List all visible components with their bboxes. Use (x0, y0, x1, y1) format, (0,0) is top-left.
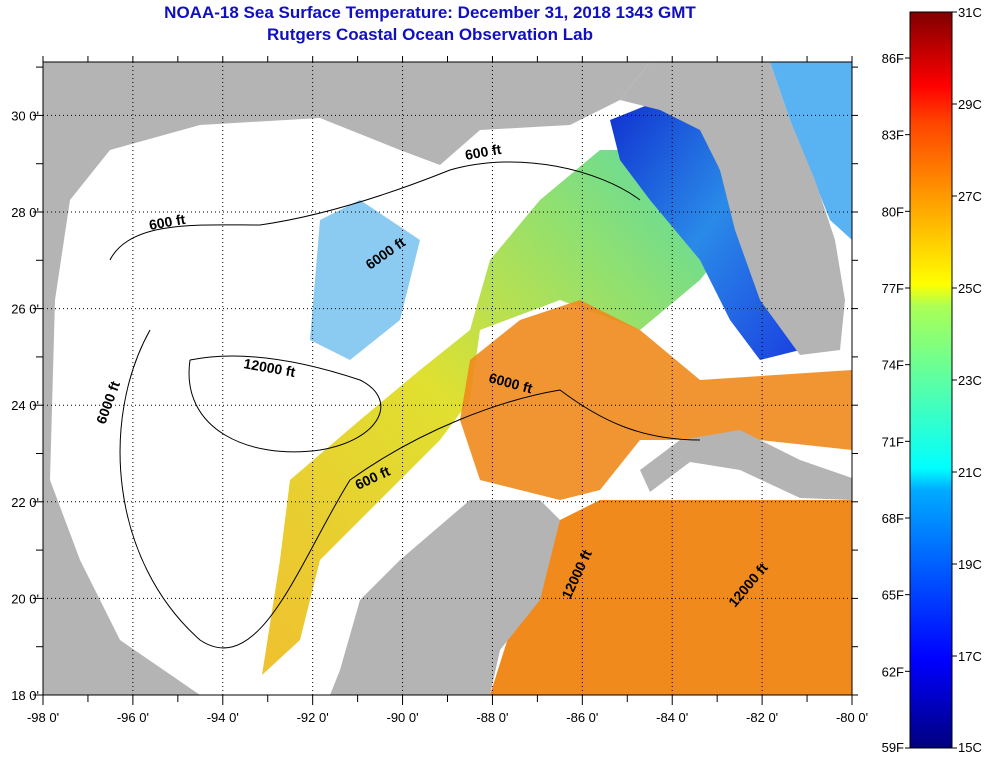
lat-label: 30 0' (11, 108, 39, 123)
celsius-label: 17C (958, 649, 982, 664)
map-title: NOAA-18 Sea Surface Temperature: Decembe… (164, 3, 696, 22)
lon-label: -94 0' (207, 710, 239, 725)
isobath-600ft (109, 161, 641, 261)
lon-label: -80 0' (836, 710, 868, 725)
fahrenheit-label: 59F (882, 740, 904, 755)
fahrenheit-label: 80F (882, 204, 904, 219)
celsius-label: 21C (958, 465, 982, 480)
isobath-12000ft (188, 355, 382, 453)
celsius-label: 15C (958, 740, 982, 755)
lat-label: 18 0' (11, 688, 39, 703)
yucatan-land (330, 500, 560, 695)
lon-label: -90 0' (386, 710, 418, 725)
fahrenheit-label: 71F (882, 434, 904, 449)
lon-label: -82 0' (746, 710, 778, 725)
lon-label: -84 0' (656, 710, 688, 725)
fahrenheit-label: 77F (882, 281, 904, 296)
sst-cold-shelf (610, 100, 800, 360)
cuba-land (640, 430, 852, 500)
lon-label: -86 0' (566, 710, 598, 725)
lon-label: -92 0' (297, 710, 329, 725)
celsius-label: 25C (958, 281, 982, 296)
lon-label: -88 0' (476, 710, 508, 725)
sst-caribbean (490, 500, 852, 695)
map-frame (42, 61, 853, 696)
sst-warm-loop (460, 300, 852, 500)
sst-west-patches (310, 200, 420, 360)
celsius-label: 23C (958, 373, 982, 388)
florida-land (620, 62, 845, 355)
fahrenheit-label: 86F (882, 51, 904, 66)
lat-label: 28 0' (11, 205, 39, 220)
fahrenheit-label: 68F (882, 511, 904, 526)
lat-label: 22 0' (11, 495, 39, 510)
lat-label: 26 0' (11, 302, 39, 317)
celsius-label: 19C (958, 557, 982, 572)
sst-band-shelf (262, 150, 740, 675)
lon-label: -96 0' (117, 710, 149, 725)
lat-label: 24 0' (11, 398, 39, 413)
fahrenheit-label: 74F (882, 358, 904, 373)
map-subtitle: Rutgers Coastal Ocean Observation Lab (267, 25, 593, 44)
celsius-label: 31C (958, 5, 982, 20)
lat-label: 20 0' (11, 591, 39, 606)
celsius-label: 29C (958, 97, 982, 112)
colorbar (909, 11, 953, 749)
isobath-6000ft (119, 329, 701, 649)
fahrenheit-label: 65F (882, 588, 904, 603)
celsius-label: 27C (958, 189, 982, 204)
sst-atlantic (770, 62, 852, 240)
fahrenheit-label: 62F (882, 664, 904, 679)
contour-label: 600 ft (148, 211, 187, 233)
lon-label: -98 0' (27, 710, 59, 725)
fahrenheit-label: 83F (882, 128, 904, 143)
contour-label: 600 ft (464, 141, 503, 163)
